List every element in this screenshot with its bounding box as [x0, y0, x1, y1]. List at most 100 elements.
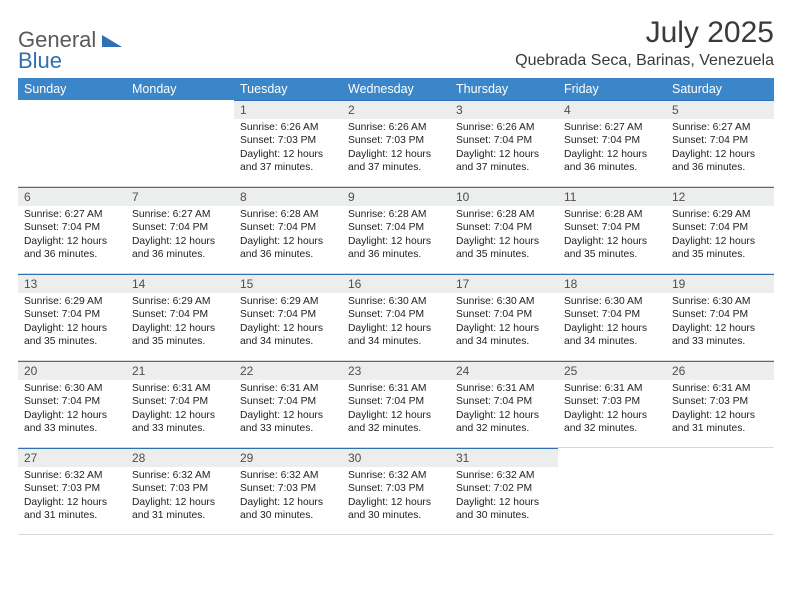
day-cell: 11Sunrise: 6:28 AMSunset: 7:04 PMDayligh… — [558, 187, 666, 273]
day-cell: 26Sunrise: 6:31 AMSunset: 7:03 PMDayligh… — [666, 361, 774, 447]
day-cell: 6Sunrise: 6:27 AMSunset: 7:04 PMDaylight… — [18, 187, 126, 273]
day-number: 10 — [450, 187, 558, 206]
day-cell: 13Sunrise: 6:29 AMSunset: 7:04 PMDayligh… — [18, 274, 126, 360]
day-cell: 12Sunrise: 6:29 AMSunset: 7:04 PMDayligh… — [666, 187, 774, 273]
day-number: 30 — [342, 448, 450, 467]
day-number: 26 — [666, 361, 774, 380]
day-cell: 22Sunrise: 6:31 AMSunset: 7:04 PMDayligh… — [234, 361, 342, 447]
day-details: Sunrise: 6:28 AMSunset: 7:04 PMDaylight:… — [234, 206, 342, 266]
day-cell: 18Sunrise: 6:30 AMSunset: 7:04 PMDayligh… — [558, 274, 666, 360]
day-details: Sunrise: 6:32 AMSunset: 7:03 PMDaylight:… — [126, 467, 234, 527]
dayname: Wednesday — [342, 78, 450, 100]
day-cell: 16Sunrise: 6:30 AMSunset: 7:04 PMDayligh… — [342, 274, 450, 360]
week-row: 20Sunrise: 6:30 AMSunset: 7:04 PMDayligh… — [18, 361, 774, 448]
day-cell: 2Sunrise: 6:26 AMSunset: 7:03 PMDaylight… — [342, 100, 450, 186]
day-details: Sunrise: 6:32 AMSunset: 7:02 PMDaylight:… — [450, 467, 558, 527]
day-details: Sunrise: 6:31 AMSunset: 7:04 PMDaylight:… — [342, 380, 450, 440]
day-details: Sunrise: 6:30 AMSunset: 7:04 PMDaylight:… — [666, 293, 774, 353]
day-details: Sunrise: 6:26 AMSunset: 7:03 PMDaylight:… — [342, 119, 450, 179]
day-details: Sunrise: 6:30 AMSunset: 7:04 PMDaylight:… — [558, 293, 666, 353]
day-cell: 24Sunrise: 6:31 AMSunset: 7:04 PMDayligh… — [450, 361, 558, 447]
location: Quebrada Seca, Barinas, Venezuela — [515, 52, 774, 70]
day-details: Sunrise: 6:29 AMSunset: 7:04 PMDaylight:… — [666, 206, 774, 266]
day-number: 15 — [234, 274, 342, 293]
day-cell: 21Sunrise: 6:31 AMSunset: 7:04 PMDayligh… — [126, 361, 234, 447]
day-number: 3 — [450, 100, 558, 119]
day-number: 25 — [558, 361, 666, 380]
calendar: SundayMondayTuesdayWednesdayThursdayFrid… — [18, 78, 774, 535]
day-cell: 28Sunrise: 6:32 AMSunset: 7:03 PMDayligh… — [126, 448, 234, 534]
logo-triangle-icon — [102, 35, 122, 47]
day-number: 5 — [666, 100, 774, 119]
month-title: July 2025 — [515, 16, 774, 50]
week-row: 27Sunrise: 6:32 AMSunset: 7:03 PMDayligh… — [18, 448, 774, 535]
day-cell: 27Sunrise: 6:32 AMSunset: 7:03 PMDayligh… — [18, 448, 126, 534]
day-details: Sunrise: 6:30 AMSunset: 7:04 PMDaylight:… — [450, 293, 558, 353]
day-number: 11 — [558, 187, 666, 206]
day-number: 13 — [18, 274, 126, 293]
day-number: 31 — [450, 448, 558, 467]
empty-cell — [666, 448, 774, 534]
day-number: 8 — [234, 187, 342, 206]
logo-part2: Blue — [18, 51, 122, 72]
empty-cell — [558, 448, 666, 534]
day-cell: 17Sunrise: 6:30 AMSunset: 7:04 PMDayligh… — [450, 274, 558, 360]
dayname: Monday — [126, 78, 234, 100]
day-cell: 7Sunrise: 6:27 AMSunset: 7:04 PMDaylight… — [126, 187, 234, 273]
day-number: 24 — [450, 361, 558, 380]
day-details: Sunrise: 6:31 AMSunset: 7:03 PMDaylight:… — [558, 380, 666, 440]
day-number: 20 — [18, 361, 126, 380]
day-number: 27 — [18, 448, 126, 467]
header: General Blue July 2025 Quebrada Seca, Ba… — [18, 16, 774, 72]
day-details: Sunrise: 6:30 AMSunset: 7:04 PMDaylight:… — [18, 380, 126, 440]
day-number: 23 — [342, 361, 450, 380]
day-number: 22 — [234, 361, 342, 380]
day-cell: 10Sunrise: 6:28 AMSunset: 7:04 PMDayligh… — [450, 187, 558, 273]
day-details: Sunrise: 6:26 AMSunset: 7:03 PMDaylight:… — [234, 119, 342, 179]
day-cell: 3Sunrise: 6:26 AMSunset: 7:04 PMDaylight… — [450, 100, 558, 186]
day-number: 18 — [558, 274, 666, 293]
logo-text: General Blue — [18, 30, 122, 72]
day-details: Sunrise: 6:26 AMSunset: 7:04 PMDaylight:… — [450, 119, 558, 179]
day-number: 2 — [342, 100, 450, 119]
day-number: 12 — [666, 187, 774, 206]
day-details: Sunrise: 6:31 AMSunset: 7:03 PMDaylight:… — [666, 380, 774, 440]
day-number: 14 — [126, 274, 234, 293]
day-cell: 4Sunrise: 6:27 AMSunset: 7:04 PMDaylight… — [558, 100, 666, 186]
day-cell: 31Sunrise: 6:32 AMSunset: 7:02 PMDayligh… — [450, 448, 558, 534]
day-cell: 14Sunrise: 6:29 AMSunset: 7:04 PMDayligh… — [126, 274, 234, 360]
day-cell: 20Sunrise: 6:30 AMSunset: 7:04 PMDayligh… — [18, 361, 126, 447]
week-row: 1Sunrise: 6:26 AMSunset: 7:03 PMDaylight… — [18, 100, 774, 187]
day-cell: 23Sunrise: 6:31 AMSunset: 7:04 PMDayligh… — [342, 361, 450, 447]
day-number: 6 — [18, 187, 126, 206]
day-details: Sunrise: 6:29 AMSunset: 7:04 PMDaylight:… — [18, 293, 126, 353]
dayname: Tuesday — [234, 78, 342, 100]
day-number: 16 — [342, 274, 450, 293]
empty-cell — [18, 100, 126, 186]
dayname-row: SundayMondayTuesdayWednesdayThursdayFrid… — [18, 78, 774, 100]
day-number: 19 — [666, 274, 774, 293]
day-details: Sunrise: 6:30 AMSunset: 7:04 PMDaylight:… — [342, 293, 450, 353]
day-details: Sunrise: 6:27 AMSunset: 7:04 PMDaylight:… — [18, 206, 126, 266]
dayname: Sunday — [18, 78, 126, 100]
day-details: Sunrise: 6:27 AMSunset: 7:04 PMDaylight:… — [666, 119, 774, 179]
title-block: July 2025 Quebrada Seca, Barinas, Venezu… — [515, 16, 774, 70]
day-number: 4 — [558, 100, 666, 119]
day-number: 29 — [234, 448, 342, 467]
day-details: Sunrise: 6:28 AMSunset: 7:04 PMDaylight:… — [450, 206, 558, 266]
day-details: Sunrise: 6:27 AMSunset: 7:04 PMDaylight:… — [558, 119, 666, 179]
day-number: 28 — [126, 448, 234, 467]
day-cell: 19Sunrise: 6:30 AMSunset: 7:04 PMDayligh… — [666, 274, 774, 360]
day-number: 1 — [234, 100, 342, 119]
week-row: 13Sunrise: 6:29 AMSunset: 7:04 PMDayligh… — [18, 274, 774, 361]
logo: General Blue — [18, 16, 122, 72]
day-details: Sunrise: 6:29 AMSunset: 7:04 PMDaylight:… — [126, 293, 234, 353]
day-details: Sunrise: 6:29 AMSunset: 7:04 PMDaylight:… — [234, 293, 342, 353]
day-details: Sunrise: 6:31 AMSunset: 7:04 PMDaylight:… — [126, 380, 234, 440]
dayname: Saturday — [666, 78, 774, 100]
day-details: Sunrise: 6:27 AMSunset: 7:04 PMDaylight:… — [126, 206, 234, 266]
day-cell: 1Sunrise: 6:26 AMSunset: 7:03 PMDaylight… — [234, 100, 342, 186]
day-number: 9 — [342, 187, 450, 206]
day-details: Sunrise: 6:32 AMSunset: 7:03 PMDaylight:… — [18, 467, 126, 527]
week-row: 6Sunrise: 6:27 AMSunset: 7:04 PMDaylight… — [18, 187, 774, 274]
